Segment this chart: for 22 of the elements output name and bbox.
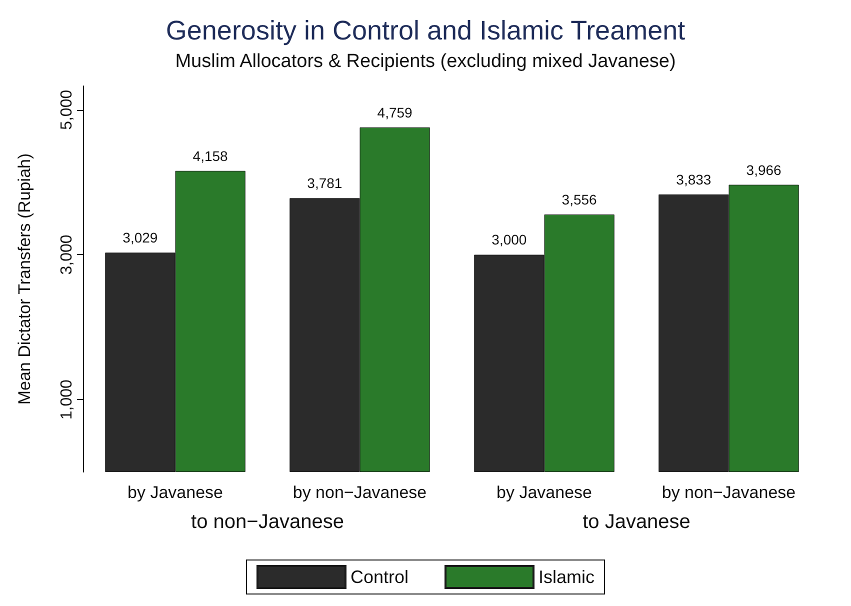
- y-tick-label: 5,000: [58, 90, 76, 130]
- text: to Javanese: [582, 511, 690, 533]
- chart-subtitle: Muslim Allocators & Recipients (excluding mixed Javanese): [175, 51, 676, 72]
- chart-title: Generosity in Control and Islamic Treament: [166, 16, 686, 46]
- y-tick-label: 3,000: [58, 234, 76, 275]
- y-axis-title: Mean Dictator Transfers (Rupiah): [15, 153, 34, 405]
- data-label: 3,029: [122, 230, 158, 246]
- x-tick-label: by Javanese: [496, 483, 592, 502]
- data-label: 4,158: [192, 148, 228, 164]
- x-tick-label: by non−Javanese: [292, 483, 427, 502]
- data-label: 3,000: [492, 232, 527, 248]
- x-tick-label: by non−Javanese: [662, 483, 796, 502]
- data-label: 3,966: [746, 162, 782, 178]
- x-tick-label: by Javanese: [128, 483, 223, 502]
- text: to non−Javanese: [191, 511, 344, 533]
- y-tick-label: 1,000: [58, 379, 76, 420]
- data-label: 3,833: [676, 171, 712, 188]
- legend-label: Islamic: [538, 567, 595, 587]
- data-label: 4,759: [377, 104, 413, 120]
- data-label: 3,556: [562, 191, 598, 208]
- data-label: 3,781: [307, 175, 342, 192]
- legend-label: Control: [350, 567, 409, 587]
